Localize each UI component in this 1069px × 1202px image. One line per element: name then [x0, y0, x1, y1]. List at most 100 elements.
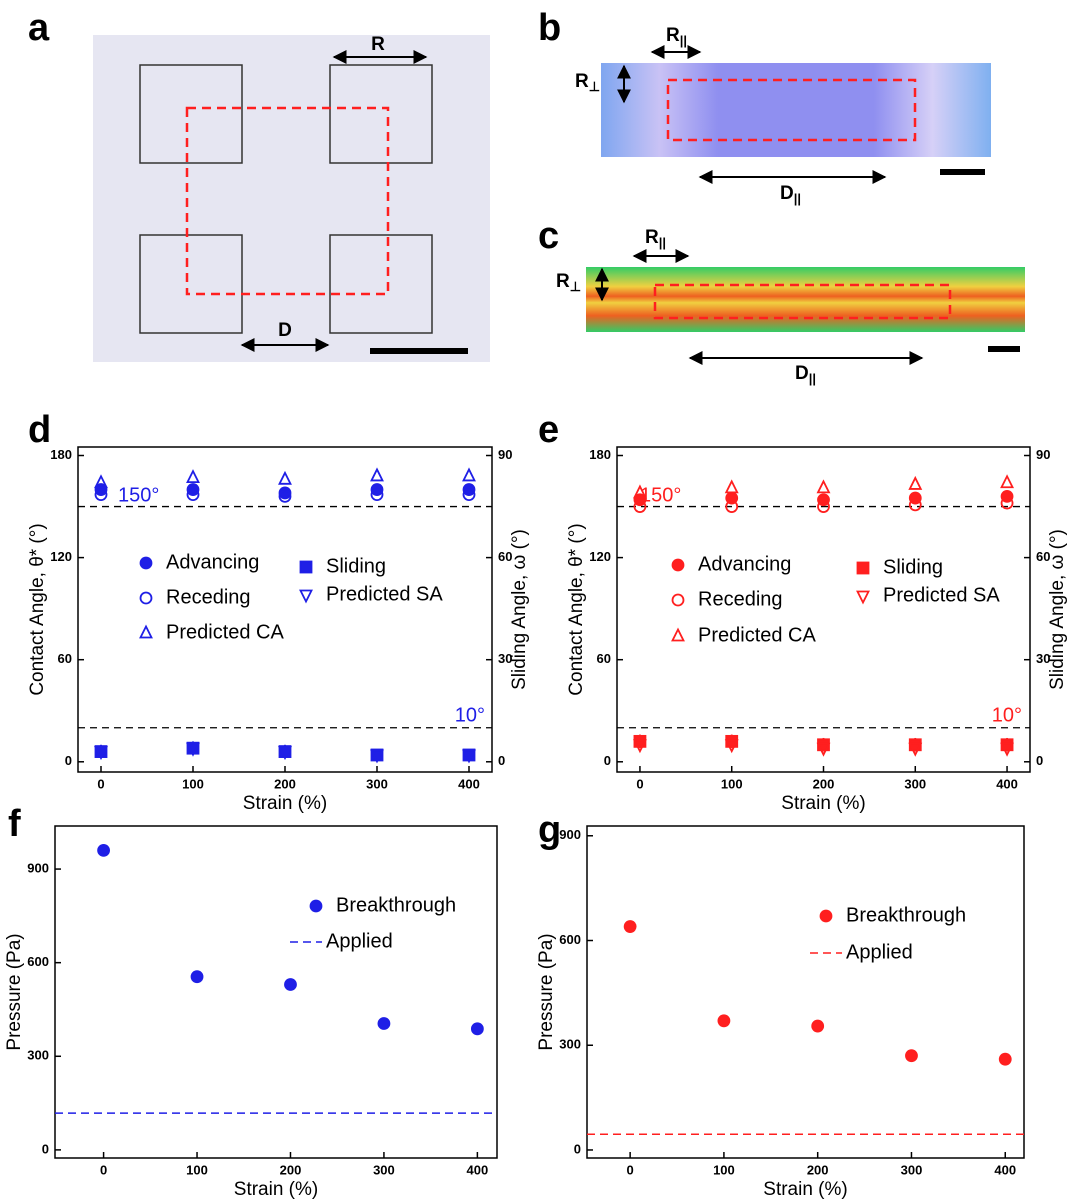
legend-label: Predicted SA — [883, 584, 1000, 606]
x-tick-label: 300 — [904, 776, 926, 791]
micrograph — [93, 35, 490, 362]
legend-label: Advancing — [166, 551, 259, 573]
panel-label: c — [538, 215, 559, 257]
data-point — [1000, 1054, 1011, 1065]
legend-label: Predicted CA — [166, 621, 284, 643]
panel-label: f — [8, 803, 21, 845]
legend-marker — [673, 595, 684, 606]
reference-label: 10° — [455, 704, 485, 726]
y-tick-label: 900 — [27, 860, 49, 875]
y2-tick-label: 90 — [1036, 447, 1050, 462]
x-tick-label: 300 — [901, 1162, 923, 1177]
legend-marker — [301, 562, 312, 573]
y-tick-label: 60 — [58, 651, 72, 666]
y-tick-label: 180 — [50, 447, 72, 462]
data-point — [472, 1023, 483, 1034]
x-axis-label: Strain (%) — [234, 1179, 318, 1200]
legend-label: Receding — [698, 588, 783, 610]
legend-marker — [673, 630, 684, 641]
x-tick-label: 400 — [458, 776, 480, 791]
dim-label: R⊥ — [556, 271, 581, 294]
x-tick-label: 200 — [807, 1162, 829, 1177]
data-point — [192, 971, 203, 982]
dim-label: D|| — [780, 183, 801, 206]
x-axis-label: Strain (%) — [763, 1179, 847, 1200]
x-tick-label: 400 — [996, 776, 1018, 791]
x-tick-label: 0 — [627, 1162, 634, 1177]
legend-label: Predicted CA — [698, 624, 816, 646]
data-point — [625, 921, 636, 932]
dim-label: R|| — [645, 227, 666, 250]
y-tick-label: 0 — [42, 1141, 49, 1156]
data-point — [98, 845, 109, 856]
x-tick-label: 100 — [186, 1162, 208, 1177]
x-tick-label: 400 — [467, 1162, 489, 1177]
legend-label: Breakthrough — [846, 904, 966, 926]
data-point — [280, 473, 291, 484]
page: {"panel_a": {"label": "a", "R": "R", "D"… — [0, 0, 1069, 1202]
plot-frame — [587, 826, 1024, 1158]
data-point — [910, 478, 921, 489]
legend-marker — [141, 627, 152, 638]
data-point — [188, 471, 199, 482]
y2-tick-label: 90 — [498, 447, 512, 462]
data-point — [1002, 476, 1013, 487]
legend-marker — [858, 563, 869, 574]
legend-label: Receding — [166, 586, 251, 608]
x-tick-label: 200 — [813, 776, 835, 791]
y-axis-label: Pressure (Pa) — [536, 933, 557, 1050]
y-tick-label: 180 — [589, 447, 611, 462]
legend-label: Applied — [326, 930, 393, 952]
legend-label: Advancing — [698, 553, 791, 575]
y-tick-label: 600 — [559, 932, 581, 947]
legend-label: Applied — [846, 941, 913, 963]
legend-label: Sliding — [326, 555, 386, 577]
y-tick-label: 300 — [27, 1048, 49, 1063]
data-point — [464, 469, 475, 480]
y-axis-label: Contact Angle, θ* (°) — [27, 523, 48, 695]
y-tick-label: 0 — [604, 753, 611, 768]
x-axis-label: Strain (%) — [243, 793, 327, 814]
plot-frame — [55, 826, 497, 1158]
y2-tick-label: 0 — [498, 753, 505, 768]
x-tick-label: 0 — [97, 776, 104, 791]
dim-label: D|| — [795, 363, 816, 386]
y-tick-label: 60 — [597, 651, 611, 666]
micrograph — [601, 63, 991, 157]
y-tick-label: 120 — [50, 549, 72, 564]
legend-label: Predicted SA — [326, 583, 443, 605]
y-tick-label: 0 — [574, 1141, 581, 1156]
y-tick-label: 0 — [65, 753, 72, 768]
micrograph — [586, 267, 1025, 332]
y-axis-label: Pressure (Pa) — [4, 933, 25, 1050]
y-tick-label: 300 — [559, 1037, 581, 1052]
data-point — [718, 1015, 729, 1026]
x-tick-label: 200 — [280, 1162, 302, 1177]
legend-marker — [141, 558, 152, 569]
dim-label: R|| — [666, 25, 687, 48]
panel-label: b — [538, 7, 561, 49]
legend-marker — [301, 591, 312, 602]
x-tick-label: 300 — [373, 1162, 395, 1177]
data-point — [378, 1018, 389, 1029]
x-tick-label: 200 — [274, 776, 296, 791]
x-tick-label: 100 — [182, 776, 204, 791]
reference-label: 150° — [118, 484, 159, 506]
dim-label: R — [371, 34, 385, 55]
data-point — [812, 1021, 823, 1032]
x-tick-label: 400 — [994, 1162, 1016, 1177]
panel-label: g — [538, 809, 561, 851]
legend-marker — [858, 592, 869, 603]
dim-label: D — [278, 320, 292, 341]
reference-label: 10° — [992, 704, 1022, 726]
y-tick-label: 120 — [589, 549, 611, 564]
x-tick-label: 100 — [713, 1162, 735, 1177]
y2-axis-label: Sliding Angle, ω (°) — [1047, 529, 1068, 690]
data-point — [285, 979, 296, 990]
data-point — [906, 1050, 917, 1061]
legend-marker — [673, 560, 684, 571]
figure: a R D b R|| R⊥ D|| c R|| R⊥ D|| d0100200… — [0, 0, 1069, 1202]
legend-label: Sliding — [883, 556, 943, 578]
data-point — [726, 481, 737, 492]
y2-axis-label: Sliding Angle, ω (°) — [509, 529, 530, 690]
